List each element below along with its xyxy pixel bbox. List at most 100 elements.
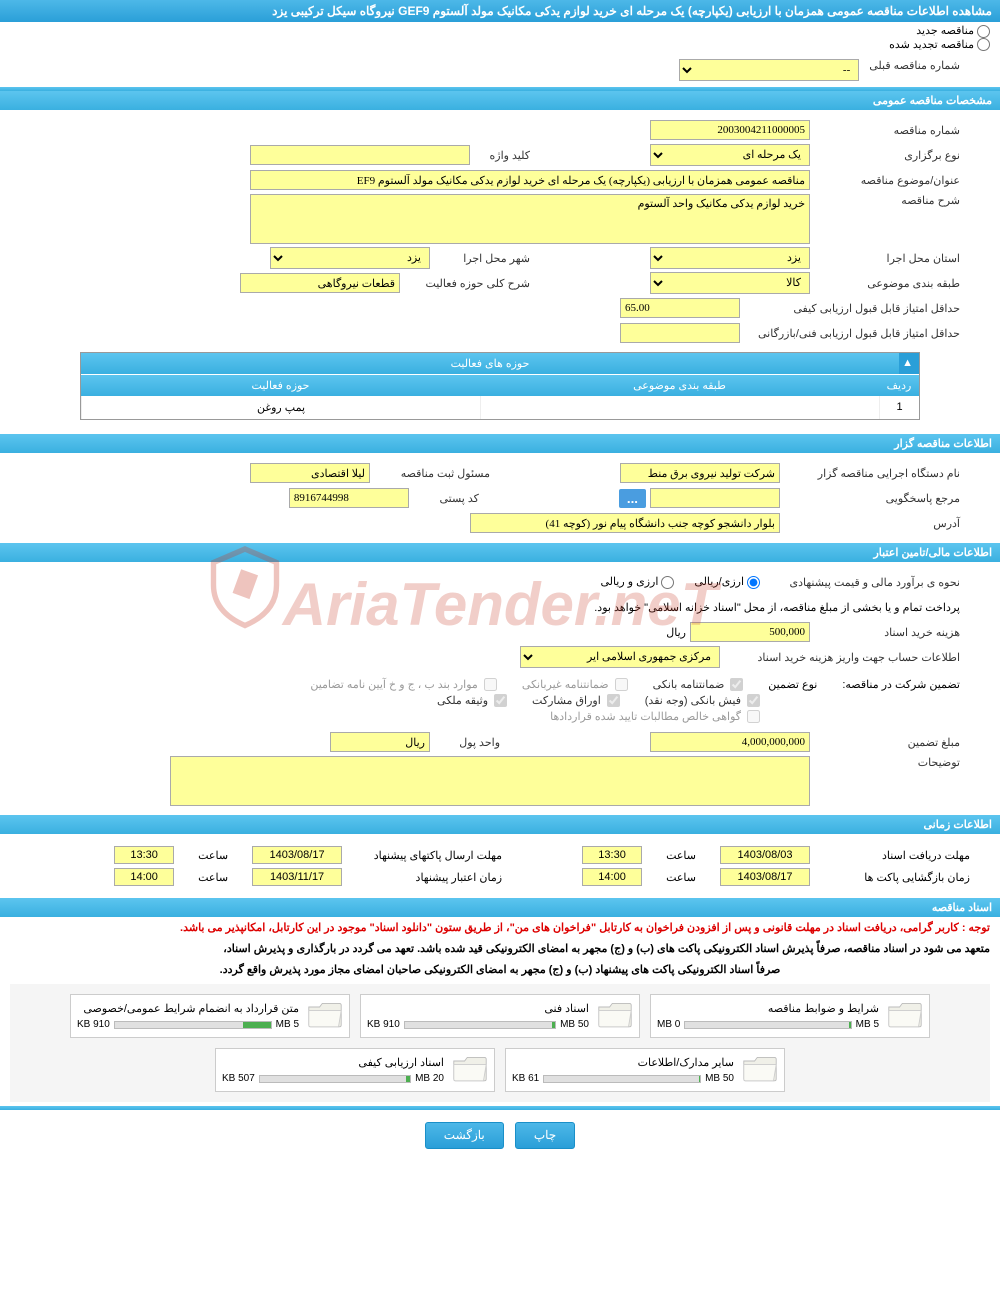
address-input[interactable] [470,513,780,533]
progress-bar [404,1021,556,1029]
notes-textarea[interactable] [170,756,810,806]
province-label: استان محل اجرا [810,252,960,265]
page-title: مشاهده اطلاعات مناقصه عمومی همزمان با ار… [0,0,1000,22]
radio-renewed-label: مناقصه تجدید شده [889,39,974,51]
org-input[interactable] [620,463,780,483]
desc-textarea[interactable]: خرید لوازم یدکی مکانیک واحد آلستوم [250,194,810,244]
min-quality-input[interactable] [620,298,740,318]
radio-renewed[interactable] [977,38,990,51]
doc-title: اسناد ارزیابی کیفی [222,1056,444,1069]
check-items [484,678,497,691]
validity-time: 14:00 [114,868,174,886]
check-cash-label: فیش بانکی (وجه نقد) [645,694,741,707]
check-bonds-label: اوراق مشارکت [532,694,601,707]
address-label: آدرس [780,517,960,530]
doc-total: 5 MB [856,1019,879,1030]
ref-browse-button[interactable]: ... [619,489,646,508]
check-receivables [747,710,760,723]
scope-input[interactable] [240,273,400,293]
validity-label: زمان اعتبار پیشنهاد [362,871,502,884]
account-select[interactable]: مرکزی جمهوری اسلامی ایر [520,646,720,668]
radio-currency[interactable] [747,576,760,589]
doc-card[interactable]: اسناد فنی50 MB910 KB [360,994,640,1038]
prev-number-select[interactable]: -- [679,59,859,81]
send-date: 1403/08/17 [252,846,342,864]
check-bank [730,678,743,691]
doc-card[interactable]: شرایط و ضوابط مناقصه5 MB0 MB [650,994,930,1038]
open-label: زمان بازگشایی پاکت ها [830,871,970,884]
city-select[interactable]: یزد [270,247,430,269]
doc-card[interactable]: متن قرارداد به انضمام شرایط عمومی/خصوصی5… [70,994,350,1038]
doc-title: اسناد فنی [367,1002,589,1015]
number-label: شماره مناقصه [810,124,960,137]
g-amount-input[interactable] [650,732,810,752]
folder-icon [887,1001,923,1031]
activity-cat [480,396,879,419]
province-select[interactable]: یزد [650,247,810,269]
open-time: 14:00 [582,868,642,886]
progress-bar [684,1021,851,1029]
guarantee-type-label: نوع تضمین [768,678,817,691]
prev-number-label: شماره مناقصه قبلی [869,59,960,81]
check-bank-label: ضمانتنامه بانکی [653,678,725,691]
doc-used: 910 KB [367,1019,400,1030]
check-items-label: موارد بند ب ، ج و خ آیین نامه تضامین [310,678,477,691]
collapse-icon[interactable]: ▲ [899,353,919,374]
min-quality-label: حداقل امتیاز قابل قبول ارزیابی کیفی [740,302,960,315]
category-select[interactable]: کالا [650,272,810,294]
desc-label: شرح مناقصه [810,194,960,207]
print-button[interactable]: چاپ [515,1122,575,1149]
receive-deadline-label: مهلت دریافت اسناد [830,849,970,862]
min-tech-input[interactable] [620,323,740,343]
doc-used: 61 KB [512,1073,539,1084]
postal-label: کد پستی [409,492,479,505]
doc-total: 20 MB [415,1073,444,1084]
ref-input[interactable] [650,488,780,508]
type-select[interactable]: یک مرحله ای [650,144,810,166]
time-word-4: ساعت [198,871,228,884]
doc-cost-input[interactable] [690,622,810,642]
progress-bar [259,1075,411,1083]
unit-input[interactable] [330,732,430,752]
type-label: نوع برگزاری [810,149,960,162]
time-word-1: ساعت [666,849,696,862]
scope-label: شرح کلی حوزه فعالیت [400,277,530,290]
progress-bar [114,1021,272,1029]
radio-currency-label: ارزی/ریالی [694,576,744,588]
receive-time: 13:30 [582,846,642,864]
estimate-label: نحوه ی برآورد مالی و قیمت پیشنهادی [760,576,960,589]
doc-card[interactable]: اسناد ارزیابی کیفی20 MB507 KB [215,1048,495,1092]
activity-title: حوزه های فعالیت [81,353,899,374]
doc-total: 50 MB [705,1073,734,1084]
doc-used: 0 MB [657,1019,680,1030]
radio-rial[interactable] [661,576,674,589]
city-label: شهر محل اجرا [430,252,530,265]
folder-icon [307,1001,343,1031]
registrar-input[interactable] [250,463,370,483]
specs-section-title: مشخصات مناقصه عمومی [0,91,1000,110]
keyword-label: کلید واژه [470,149,530,162]
guarantee-label: تضمین شرکت در مناقصه: [842,678,960,691]
tender-type-group: مناقصه جدید مناقصه تجدید شده [0,22,1000,53]
keyword-input[interactable] [250,145,470,165]
doc-card[interactable]: سایر مدارک/اطلاعات 50 MB 61 KB [505,1048,785,1092]
postal-input[interactable] [289,488,409,508]
subject-input[interactable] [250,170,810,190]
send-deadline-label: مهلت ارسال پاکتهای پیشنهاد [362,849,502,862]
back-button[interactable]: بازگشت [425,1122,504,1149]
validity-date: 1403/11/17 [252,868,342,886]
check-bonds [607,694,620,707]
folder-icon [452,1055,488,1085]
org-label: نام دستگاه اجرایی مناقصه گزار [780,467,960,480]
radio-new[interactable] [977,25,990,38]
account-label: اطلاعات حساب جهت واریز هزینه خرید اسناد [720,651,960,664]
check-nonbank-label: ضمانتنامه غیربانکی [522,678,609,691]
check-cash [747,694,760,707]
subject-label: عنوان/موضوع مناقصه [810,174,960,187]
doc-cost-unit: ریال [666,626,686,639]
doc-title: سایر مدارک/اطلاعات [512,1056,734,1069]
category-label: طبقه بندی موضوعی [810,277,960,290]
doc-total: 5 MB [276,1019,299,1030]
check-receivables-label: گواهی خالص مطالبات تایید شده قراردادها [550,710,741,723]
number-input[interactable] [650,120,810,140]
